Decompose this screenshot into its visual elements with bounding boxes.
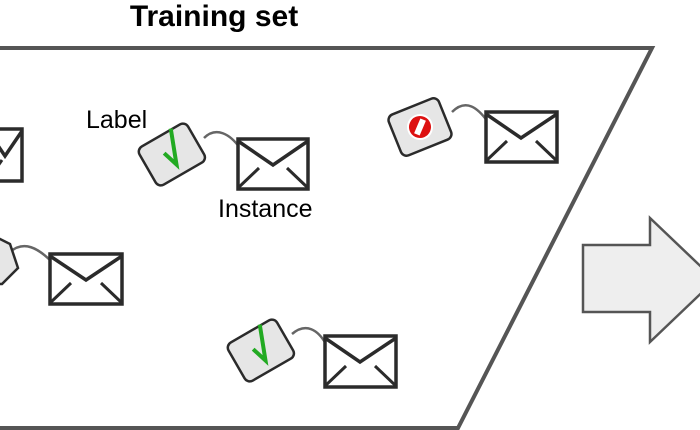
label-annotation: Label: [86, 106, 147, 134]
right-arrow-icon: [581, 215, 700, 345]
item-2: [137, 122, 310, 191]
envelope-icon: [236, 137, 310, 191]
item-3: [387, 97, 559, 164]
envelope-icon: [484, 110, 559, 164]
label-tag: [387, 97, 453, 157]
item-4: [0, 237, 124, 306]
envelope-icon: [0, 127, 24, 183]
envelope-icon: [48, 252, 124, 306]
label-tag: [226, 318, 296, 383]
no-entry-icon: [407, 114, 433, 141]
instance-annotation: Instance: [218, 195, 313, 223]
item-1: [0, 127, 24, 183]
envelope-icon: [323, 334, 398, 389]
item-5: [226, 318, 398, 389]
check-mark-icon: [251, 324, 269, 366]
check-mark-icon: [162, 128, 180, 170]
label-tag: [0, 237, 20, 286]
label-tag: [137, 122, 207, 187]
diagram-title: Training set: [130, 0, 298, 33]
